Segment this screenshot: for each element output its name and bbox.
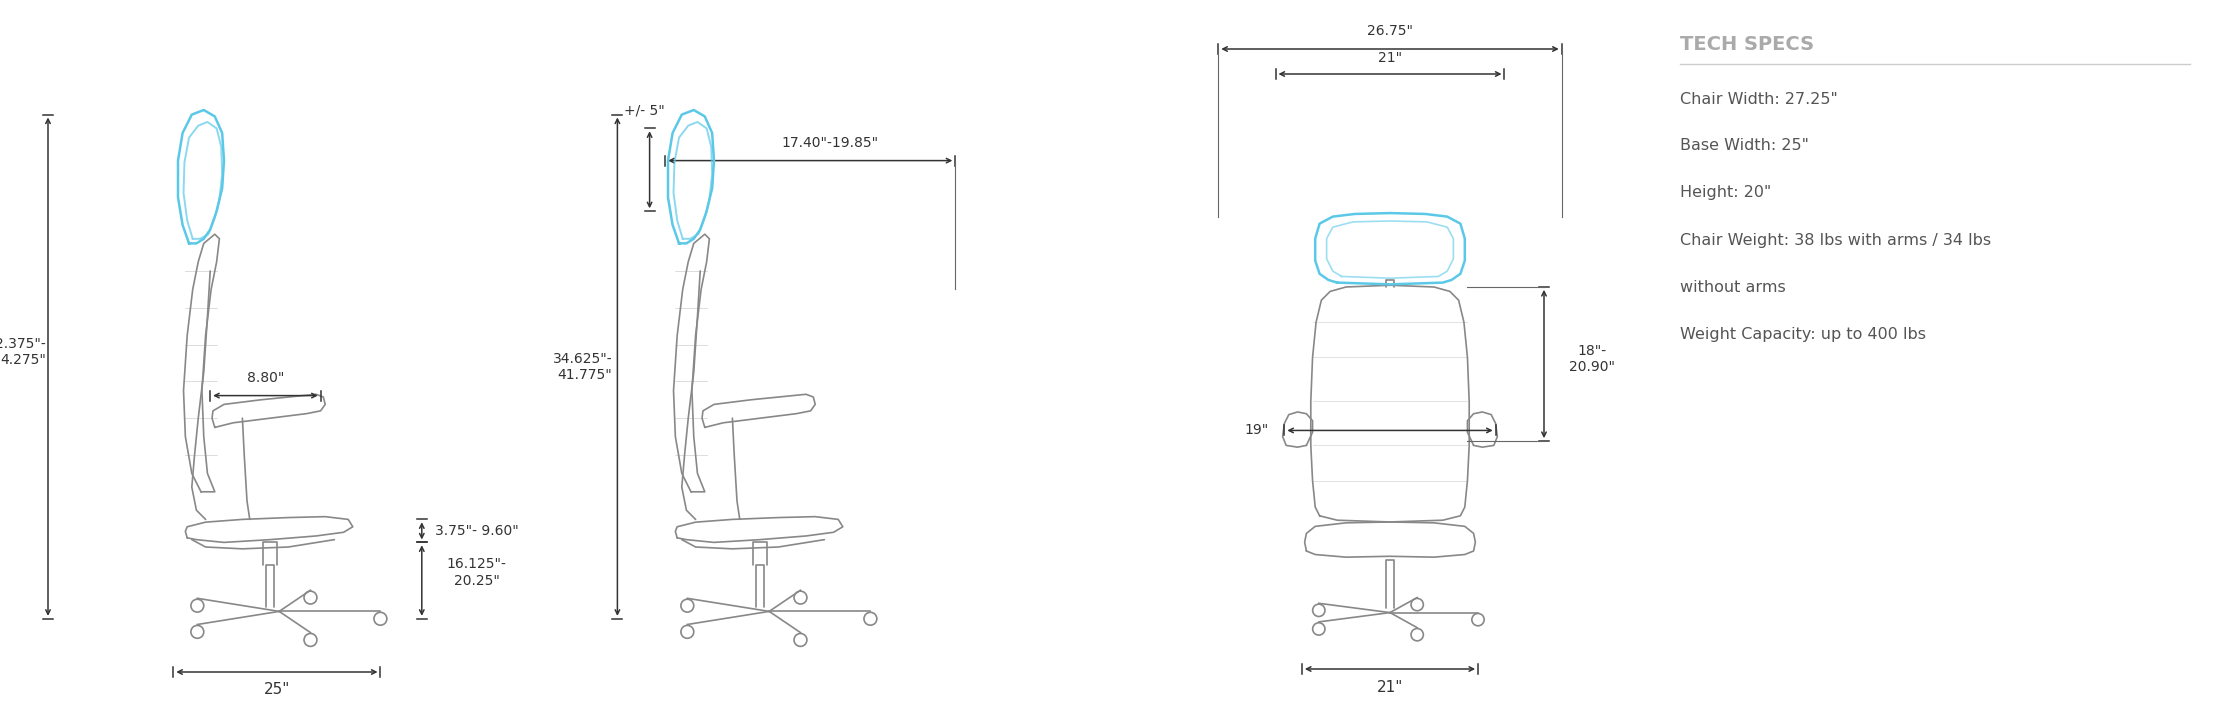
Text: 2.375"-
4.275": 2.375"- 4.275" bbox=[0, 336, 47, 367]
Text: without arms: without arms bbox=[1680, 279, 1786, 294]
Text: Weight Capacity: up to 400 lbs: Weight Capacity: up to 400 lbs bbox=[1680, 326, 1926, 341]
Text: 3.75"- 9.60": 3.75"- 9.60" bbox=[434, 524, 519, 538]
Text: Height: 20": Height: 20" bbox=[1680, 186, 1771, 201]
Text: 18"-
20.90": 18"- 20.90" bbox=[1569, 344, 1615, 374]
Text: Chair Weight: 38 lbs with arms / 34 lbs: Chair Weight: 38 lbs with arms / 34 lbs bbox=[1680, 233, 1992, 248]
Text: TECH SPECS: TECH SPECS bbox=[1680, 34, 1815, 54]
Text: Chair Width: 27.25": Chair Width: 27.25" bbox=[1680, 91, 1837, 106]
Text: +/- 5": +/- 5" bbox=[625, 104, 665, 117]
Text: 21": 21" bbox=[1378, 51, 1403, 65]
Text: 17.40"-19.85": 17.40"-19.85" bbox=[782, 136, 880, 150]
Text: 25": 25" bbox=[264, 683, 290, 698]
Text: 21": 21" bbox=[1376, 680, 1403, 695]
Text: 34.625"-
41.775": 34.625"- 41.775" bbox=[552, 351, 612, 382]
Text: Base Width: 25": Base Width: 25" bbox=[1680, 139, 1808, 154]
Text: 16.125"-
20.25": 16.125"- 20.25" bbox=[448, 558, 507, 588]
Text: 8.80": 8.80" bbox=[246, 371, 284, 385]
Text: 19": 19" bbox=[1243, 423, 1268, 438]
Text: 26.75": 26.75" bbox=[1367, 24, 1414, 38]
